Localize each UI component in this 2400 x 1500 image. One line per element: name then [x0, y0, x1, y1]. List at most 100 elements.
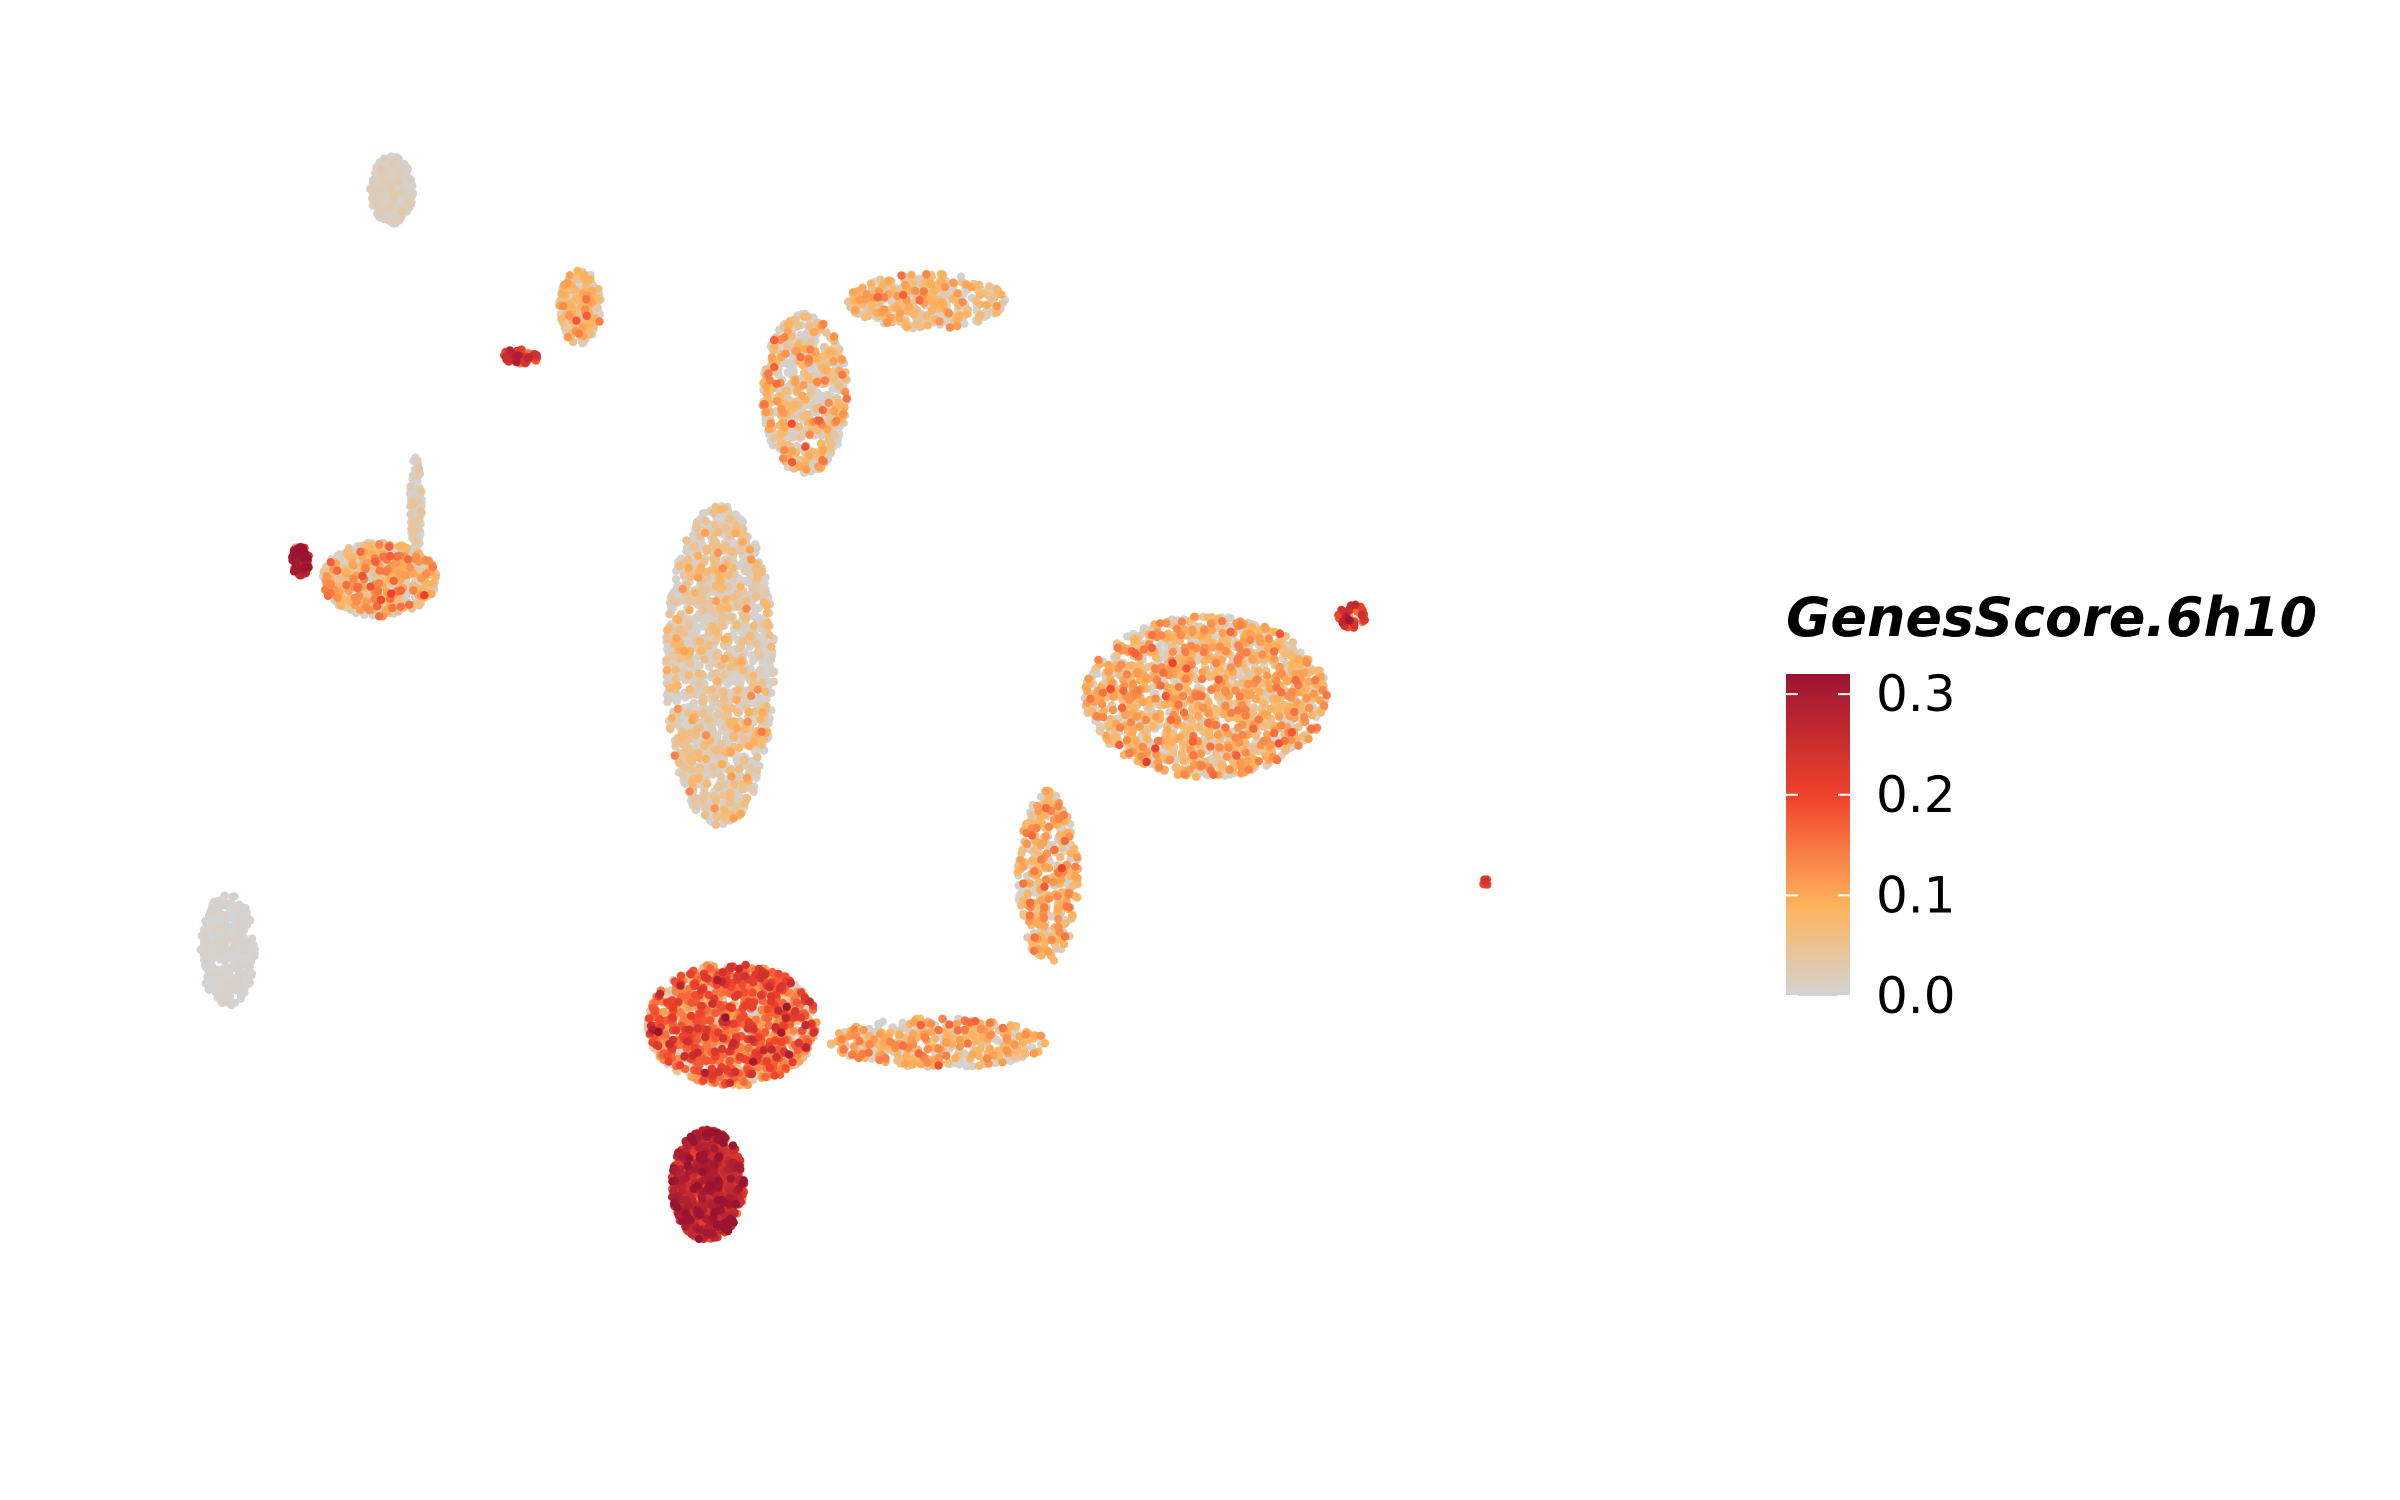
cell-point: [394, 177, 403, 186]
cell-point: [782, 341, 791, 351]
cell-point: [822, 390, 832, 400]
cell-point: [397, 207, 406, 216]
cell-point: [386, 185, 395, 194]
cell-point: [700, 508, 709, 518]
cell-point: [694, 680, 704, 689]
cell-point: [874, 1019, 883, 1029]
cell-point: [227, 999, 236, 1008]
cell-point: [379, 155, 389, 164]
cell-point: [203, 955, 212, 964]
cell-point: [739, 734, 749, 744]
cell-point: [389, 219, 399, 228]
cell-point: [1288, 638, 1298, 647]
cell-point: [708, 762, 717, 772]
cell-point: [690, 542, 699, 551]
cell-point: [807, 338, 816, 347]
cell-point: [684, 622, 693, 631]
cell-point: [713, 649, 723, 658]
cell-point: [232, 986, 242, 995]
cell-point: [217, 992, 226, 1002]
cell-point: [788, 433, 798, 442]
cell-point: [221, 938, 230, 947]
cell-point: [212, 897, 222, 906]
cell-point: [376, 208, 385, 217]
cell-point: [740, 566, 750, 576]
cell-point: [384, 203, 393, 212]
cell-point: [796, 433, 805, 442]
cell-point: [244, 962, 253, 971]
cell-point: [393, 168, 402, 178]
cell-point: [379, 177, 388, 186]
cell-point: [748, 656, 758, 666]
cell-point: [734, 644, 743, 653]
cell-point: [201, 932, 210, 941]
cell-point: [240, 984, 249, 993]
cell-point: [756, 665, 765, 674]
cell-point: [409, 500, 418, 509]
cell-point: [732, 756, 741, 765]
cell-point: [245, 978, 254, 987]
cell-point: [406, 510, 415, 519]
cell-point: [699, 795, 708, 804]
cell-point: [210, 985, 219, 995]
cell-point: [208, 906, 217, 916]
cell-point: [220, 901, 229, 910]
cell-point: [249, 941, 258, 950]
scatter-points: [196, 152, 1492, 1244]
cell-point: [388, 160, 397, 169]
cell-point: [405, 198, 414, 208]
cell-point: [414, 464, 424, 474]
cell-point: [704, 614, 713, 623]
cell-point: [752, 639, 761, 649]
cell-point: [769, 677, 778, 687]
cell-point: [663, 696, 673, 705]
cell-point: [210, 970, 219, 980]
cell-point: [229, 943, 238, 953]
cell-point: [663, 634, 672, 644]
cell-point: [746, 764, 755, 773]
cell-point: [217, 945, 226, 954]
cell-point: [415, 515, 424, 524]
cell-point: [720, 671, 729, 680]
cell-point: [711, 669, 721, 678]
cell-point: [371, 200, 381, 209]
cell-point: [224, 988, 233, 997]
cell-point: [685, 596, 694, 605]
cell-point: [203, 973, 212, 982]
cell-point: [710, 693, 719, 702]
cell-point: [247, 970, 256, 980]
cell-point: [707, 723, 716, 732]
cell-point: [390, 192, 399, 201]
cell-point: [250, 952, 259, 961]
cell-point: [968, 1062, 977, 1071]
cell-point: [416, 507, 426, 516]
cell-point: [693, 801, 702, 811]
cell-point: [669, 597, 679, 606]
cell-point: [761, 588, 771, 597]
cell-point: [766, 655, 776, 665]
cell-point: [747, 784, 757, 794]
cell-point: [236, 924, 245, 934]
cell-point: [410, 536, 420, 545]
cell-point: [232, 903, 241, 913]
cell-point: [662, 656, 671, 665]
cell-point: [671, 575, 681, 584]
cell-point: [736, 546, 745, 556]
cell-point: [408, 190, 417, 199]
cell-point: [689, 698, 698, 708]
cell-point: [233, 974, 242, 983]
cell-point: [962, 1061, 971, 1071]
cell-point: [219, 981, 228, 990]
cell-point: [768, 668, 777, 677]
cell-point: [406, 482, 415, 491]
cell-point: [241, 903, 250, 913]
cell-point: [237, 953, 246, 962]
cell-point: [941, 289, 950, 299]
cell-point: [201, 925, 210, 934]
cell-point: [709, 770, 718, 779]
cell-point: [686, 659, 695, 668]
cell-point: [682, 547, 691, 556]
cell-point: [220, 968, 229, 978]
cell-point: [690, 793, 700, 803]
